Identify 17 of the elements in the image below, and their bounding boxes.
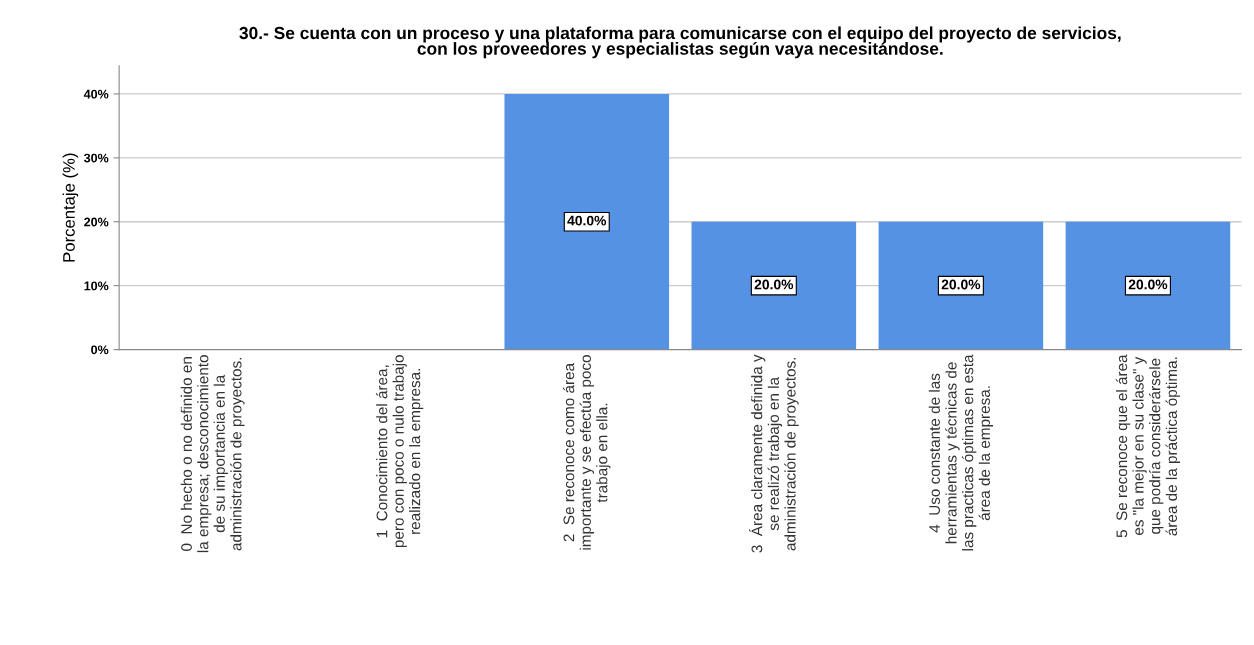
data-label: 20.0%	[754, 279, 794, 290]
chart-title: 30.- Se cuenta con un proceso y una plataforma para comunicarse con el equipo del proyecto de servicios, con los proveedores y especialistas según vaya necesitándose.	[239, 26, 1121, 59]
x-tick-label: 4 Uso constante de las herramientas y técnicas de las practicas óptimas en esta área de la empresa.	[928, 354, 993, 551]
y-tick-label: 10%	[84, 281, 109, 291]
x-tick-label: 5 Se reconoce que el área es "la mejor en su clase" y que podría considerársele área de la práctica óptima.	[1115, 354, 1181, 538]
y-tick-label: 40%	[83, 89, 109, 99]
x-tick-label: 1 Conocimiento del área, pero con poco o nulo trabajo realizado en la empresa.	[375, 355, 424, 548]
y-tick-label: 20%	[84, 217, 109, 227]
y-axis-title: Porcentaje (%)	[62, 153, 79, 262]
data-label: 20.0%	[941, 279, 981, 290]
x-tick-label: 2 Se reconoce como área importante y se efectúa poco trabajo en ella.	[562, 355, 611, 550]
y-tick-label: 30%	[83, 153, 109, 163]
y-tick-label: 0%	[91, 345, 109, 355]
data-label: 20.0%	[1128, 279, 1168, 290]
x-tick-label: 0 No hecho o no definido en la empresa; desconocimiento de su importancia en la administración de proyectos.	[180, 355, 245, 553]
x-tick-label: 3 Área claramente definida y se realizó trabajo en la administración de proyectos.	[748, 354, 799, 553]
data-label: 40.0%	[567, 215, 607, 226]
